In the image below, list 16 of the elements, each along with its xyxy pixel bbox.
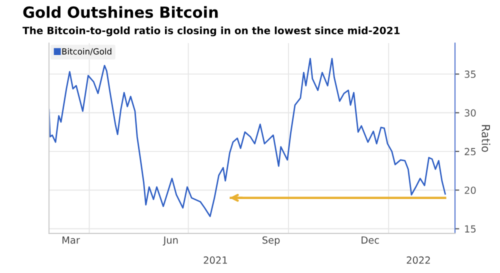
legend-label: Bitcoin/Gold (62, 48, 112, 56)
x-tick-label: Mar (62, 236, 80, 244)
y-axis-title: Ratio (482, 125, 490, 152)
chart-title: Gold Outshines Bitcoin (23, 6, 218, 18)
line-series (49, 58, 446, 218)
text: 2022 (406, 256, 430, 264)
x-tick-label: Dec (362, 236, 379, 244)
y-tick-label: 15 (465, 225, 476, 233)
y-tick-label: 35 (464, 70, 476, 78)
chart-subtitle: The Bitcoin-to-gold ratio is closing in on the lowest since mid-2021 (22, 26, 400, 36)
x-tick-label: Sep (262, 236, 280, 246)
text: 2021 (204, 256, 227, 264)
y-tick-label: 30 (464, 109, 476, 117)
x-tick-label: Jun (162, 236, 178, 246)
y-tick-label: 25 (464, 148, 476, 156)
y-tick-label: 20 (464, 186, 476, 194)
